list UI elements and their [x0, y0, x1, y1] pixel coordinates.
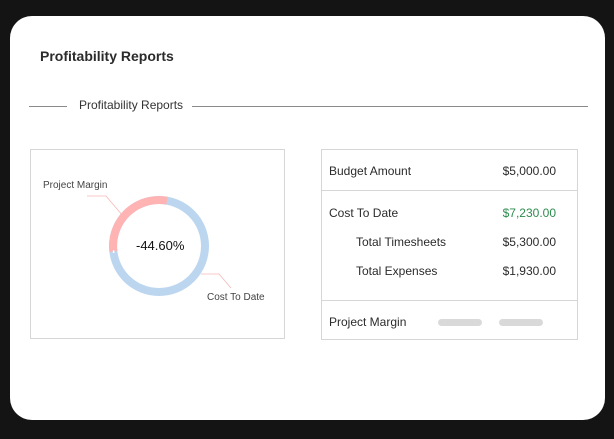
summary-divider [322, 300, 577, 301]
cost-to-date-label: Cost To Date [207, 292, 265, 303]
loading-placeholder [499, 319, 543, 326]
total-expenses-label: Total Expenses [356, 264, 438, 278]
cost-to-date-leader [201, 273, 232, 289]
project-margin-label: Project Margin [329, 315, 407, 329]
total-timesheets-value: $5,300.00 [502, 235, 556, 249]
donut-chart-panel: Project Margin Cost To Date -44.60% [30, 149, 285, 339]
section-divider-right [192, 106, 588, 107]
budget-amount-value: $5,000.00 [502, 164, 556, 178]
margin-percentage: -44.60% [136, 238, 185, 253]
project-margin-leader [87, 195, 124, 217]
summary-divider [322, 190, 577, 191]
section-divider-left [29, 106, 67, 107]
cost-to-date-label: Cost To Date [329, 206, 399, 220]
profitability-card: Profitability Reports Profitability Repo… [10, 16, 605, 420]
total-timesheets-label: Total Timesheets [356, 235, 447, 249]
loading-placeholder [438, 319, 482, 326]
budget-amount-label: Budget Amount [329, 164, 412, 178]
project-margin-segment [109, 196, 168, 252]
total-expenses-value: $1,930.00 [502, 264, 556, 278]
cost-to-date-value: $7,230.00 [502, 206, 556, 220]
profitability-summary: Budget Amount $5,000.00 Cost To Date $7,… [321, 149, 578, 340]
section-label: Profitability Reports [79, 98, 184, 112]
project-margin-label: Project Margin [43, 180, 108, 191]
donut-chart [87, 195, 232, 296]
page-title: Profitability Reports [40, 48, 174, 64]
